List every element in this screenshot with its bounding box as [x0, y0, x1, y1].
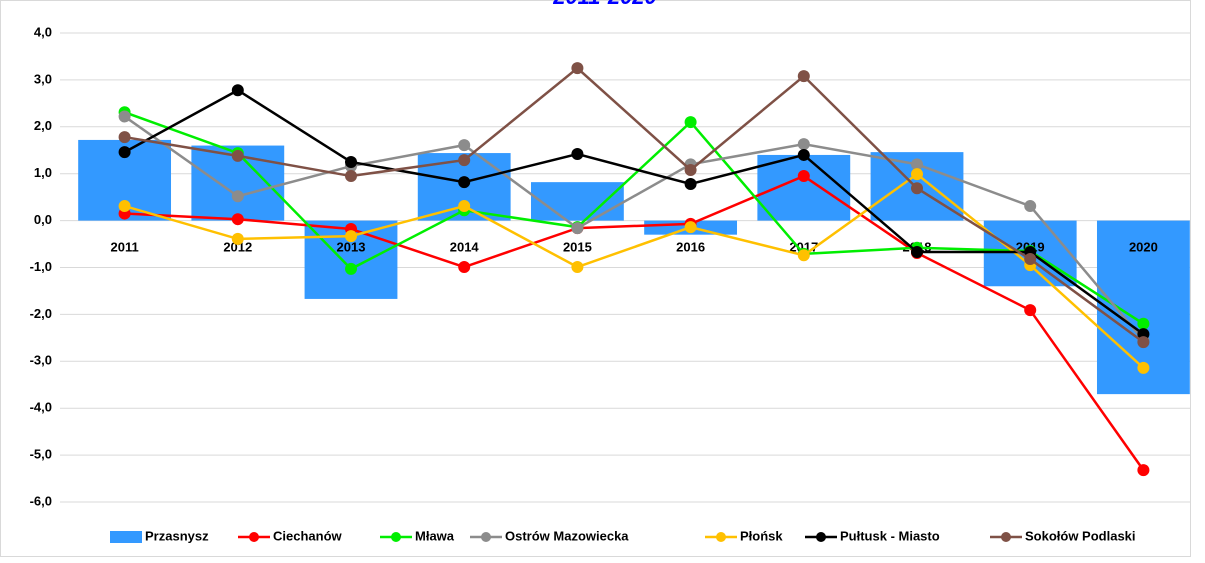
bar: [757, 154, 851, 221]
legend-marker: [816, 532, 826, 542]
marker: [231, 149, 244, 162]
marker: [911, 168, 923, 181]
marker: [797, 148, 810, 161]
marker: [684, 163, 697, 176]
marker: [1137, 336, 1150, 349]
y-tick-label: 0,0: [34, 212, 52, 227]
x-tick-label: 2015: [563, 239, 592, 254]
marker: [231, 190, 244, 203]
marker: [345, 230, 357, 243]
x-tick-label: 2020: [1129, 239, 1158, 254]
marker: [458, 139, 471, 152]
x-tick-label: 2012: [223, 239, 252, 254]
line: [123, 115, 1145, 342]
y-tick-label: -3,0: [30, 353, 52, 368]
marker: [1024, 304, 1037, 317]
bar: [530, 182, 624, 221]
legend-marker: [391, 532, 401, 542]
marker: [684, 116, 697, 129]
legend-marker: [1001, 532, 1011, 542]
marker: [118, 200, 131, 213]
x-tick-label: 2016: [676, 239, 705, 254]
marker: [1137, 464, 1150, 477]
marker: [1137, 361, 1150, 374]
marker: [571, 261, 584, 274]
marker: [118, 131, 131, 144]
marker: [571, 222, 584, 235]
marker: [231, 232, 244, 245]
marker: [1024, 200, 1037, 213]
marker: [345, 155, 357, 168]
legend-label: Przasnysz: [145, 528, 209, 543]
marker: [571, 62, 584, 75]
y-tick-label: 3,0: [34, 71, 52, 86]
marker: [571, 148, 584, 161]
marker: [458, 154, 471, 167]
x-tick-label: 2011: [110, 239, 138, 254]
marker: [458, 261, 471, 274]
marker: [345, 170, 357, 183]
marker: [118, 110, 131, 123]
marker: [797, 249, 810, 262]
x-tick-label: 2013: [337, 239, 366, 254]
line: [124, 172, 1145, 369]
y-tick-label: -6,0: [30, 493, 52, 508]
marker: [1137, 317, 1150, 330]
marker: [797, 138, 810, 151]
marker: [118, 146, 131, 159]
y-tick-label: 2,0: [34, 118, 52, 133]
line: [124, 111, 1145, 325]
marker: [797, 170, 810, 183]
legend-label: Ostrów Mazowiecka: [505, 528, 629, 543]
line: [124, 66, 1145, 344]
line: [124, 88, 1145, 336]
y-tick-label: 4,0: [34, 24, 52, 39]
legend-marker: [716, 532, 726, 542]
chart-title: 2011-2020: [552, 0, 657, 9]
legend-swatch: [110, 531, 142, 543]
marker: [345, 262, 357, 275]
y-tick-label: -1,0: [30, 259, 52, 274]
line: [124, 174, 1145, 471]
marker: [684, 178, 697, 191]
marker: [911, 158, 923, 171]
y-tick-label: -5,0: [30, 447, 52, 462]
legend-label: Sokołów Podlaski: [1025, 528, 1136, 543]
marker: [458, 200, 471, 213]
legend-marker: [249, 532, 259, 542]
legend-label: Płońsk: [740, 528, 783, 543]
marker: [458, 176, 471, 189]
marker: [684, 221, 697, 234]
y-tick-label: 1,0: [34, 165, 52, 180]
marker: [911, 246, 923, 259]
legend-label: Ciechanów: [273, 528, 343, 543]
marker: [911, 182, 923, 195]
marker: [231, 84, 244, 97]
legend-marker: [481, 532, 491, 542]
y-tick-label: -4,0: [30, 400, 52, 415]
legend-label: Mława: [415, 528, 455, 543]
legend-label: Pułtusk - Miasto: [840, 528, 940, 543]
marker: [797, 70, 810, 83]
y-tick-label: -2,0: [30, 306, 52, 321]
marker: [231, 213, 244, 226]
x-tick-label: 2014: [450, 239, 480, 254]
marker: [1024, 253, 1037, 266]
